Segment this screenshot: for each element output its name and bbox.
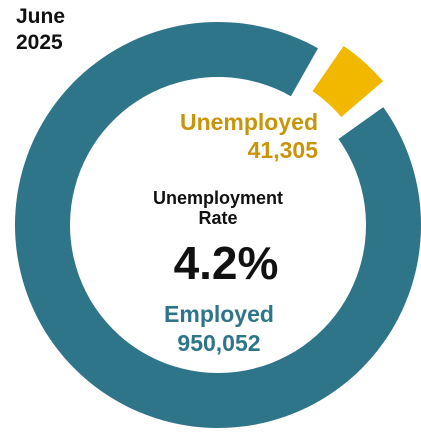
- unemployed-value: 41,305: [248, 137, 319, 163]
- center-label-line-1: Unemployment: [153, 188, 283, 208]
- donut-slices: [14, 22, 421, 429]
- slice-unemployed: [312, 45, 384, 117]
- period-month: June: [16, 5, 66, 28]
- center-label-line-2: Rate: [198, 208, 237, 228]
- employed-value: 950,052: [177, 330, 260, 356]
- unemployment-rate-value: 4.2%: [174, 237, 279, 289]
- period-label: June 2025: [16, 4, 65, 56]
- employed-label: Employed: [164, 301, 274, 327]
- unemployed-label: Unemployed: [180, 109, 318, 135]
- period-year: 2025: [16, 31, 63, 54]
